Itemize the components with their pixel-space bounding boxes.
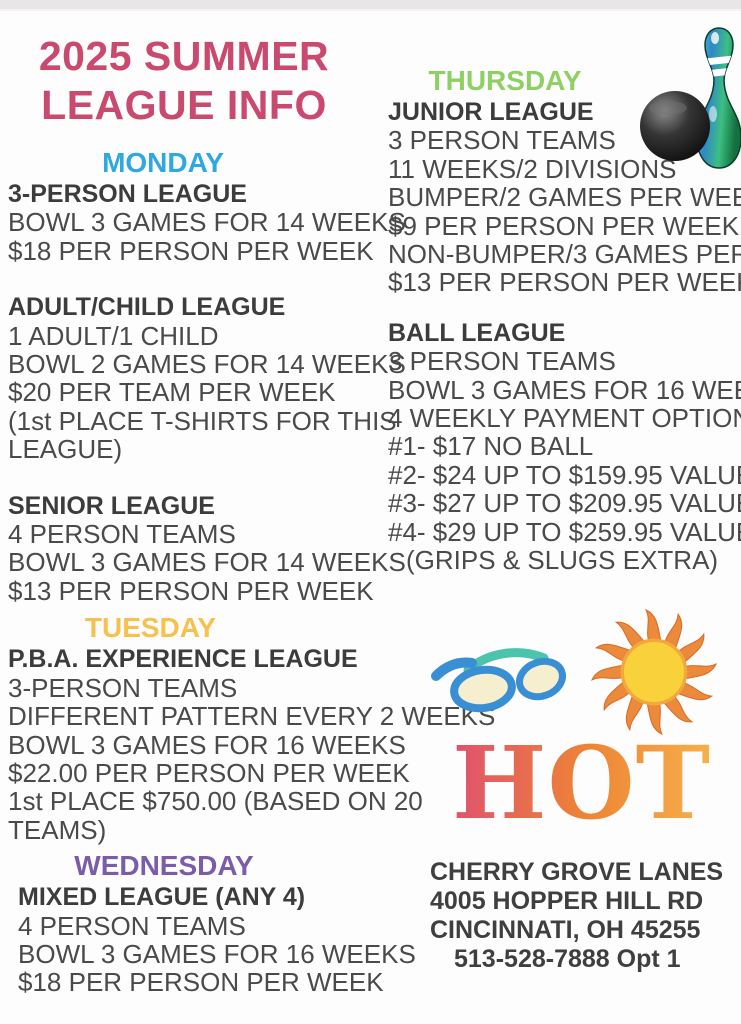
league-detail-line: $13 PER PERSON PER WEEK xyxy=(8,575,374,606)
day-header-thursday: THURSDAY xyxy=(428,65,582,96)
league-pba-experience: P.B.A. EXPERIENCE LEAGUE 3-PERSON TEAMS … xyxy=(8,645,496,845)
league-ball: BALL LEAGUE 3 PERSON TEAMS BOWL 3 GAMES … xyxy=(388,319,741,575)
league-name: P.B.A. EXPERIENCE LEAGUE xyxy=(8,645,358,674)
league-detail-line: BOWL 3 GAMES FOR 16 WEEKS xyxy=(388,374,741,405)
league-name: SENIOR LEAGUE xyxy=(8,491,215,520)
league-detail-line: 3 PERSON TEAMS xyxy=(388,125,616,156)
venue-phone: 513-528-7888 Opt 1 xyxy=(454,945,681,973)
bowling-ball-pin-graphic xyxy=(640,27,741,169)
day-header-monday: MONDAY xyxy=(102,147,224,178)
league-detail-line: BOWL 3 GAMES FOR 16 WEEKS xyxy=(18,938,416,969)
title-line-1: 2025 SUMMER xyxy=(38,33,330,79)
venue-address-line-1: 4005 HOPPER HILL RD xyxy=(430,887,704,915)
league-detail-line: TEAMS) xyxy=(8,814,107,845)
league-detail-line: NON-BUMPER/3 GAMES PER WEEK xyxy=(388,239,741,270)
league-detail-line: $13 PER PERSON PER WEEK xyxy=(388,267,741,298)
hot-text: HOT xyxy=(452,724,712,842)
league-detail-line: #3- $27 UP TO $209.95 VALUE xyxy=(388,488,741,519)
league-detail-line: 4 PERSON TEAMS xyxy=(18,910,246,941)
league-detail-line: 4 PERSON TEAMS xyxy=(8,519,236,550)
league-detail-line: #1- $17 NO BALL xyxy=(388,431,594,462)
league-detail-line: 3 PERSON TEAMS xyxy=(388,346,616,377)
bowling-ball-icon xyxy=(640,91,710,161)
sunglasses-icon xyxy=(431,648,566,713)
league-detail-line: 1 ADULT/1 CHILD xyxy=(8,320,219,351)
venue-name: CHERRY GROVE LANES xyxy=(430,858,724,886)
league-adult-child: ADULT/CHILD LEAGUE 1 ADULT/1 CHILD BOWL … xyxy=(8,293,406,465)
sun-icon xyxy=(591,609,717,735)
league-detail-line: $20 PER TEAM PER WEEK xyxy=(8,377,336,408)
league-detail-line: #2- $24 UP TO $159.95 VALUE xyxy=(388,459,741,490)
league-name: JUNIOR LEAGUE xyxy=(388,98,594,126)
league-name: BALL LEAGUE xyxy=(388,318,566,347)
league-detail-line: 3-PERSON TEAMS xyxy=(8,672,238,703)
league-senior: SENIOR LEAGUE 4 PERSON TEAMS BOWL 3 GAME… xyxy=(8,491,406,606)
page-title: 2025 SUMMER LEAGUE INFO xyxy=(8,32,360,130)
league-detail-line: 11 WEEKS/2 DIVISIONS xyxy=(388,153,677,184)
title-line-2: LEAGUE INFO xyxy=(41,82,327,128)
venue-address-line-2: CINCINNATI, OH 45255 xyxy=(430,916,701,944)
league-detail-line: LEAGUE) xyxy=(8,434,123,465)
league-detail-line: $9 PER PERSON PER WEEK xyxy=(388,210,740,241)
league-detail-line: $18 PER PERSON PER WEEK xyxy=(8,235,374,266)
league-junior: JUNIOR LEAGUE 3 PERSON TEAMS 11 WEEKS/2 … xyxy=(388,98,741,297)
league-detail-line: (1st PLACE T-SHIRTS FOR THIS xyxy=(8,405,397,436)
league-name: 3-PERSON LEAGUE xyxy=(8,180,247,208)
league-name: MIXED LEAGUE (ANY 4) xyxy=(18,883,306,912)
league-detail-line: BUMPER/2 GAMES PER WEEK xyxy=(388,182,741,213)
league-detail-line: $18 PER PERSON PER WEEK xyxy=(18,967,384,998)
left-column: 2025 SUMMER LEAGUE INFO MONDAY 3-PERSON … xyxy=(8,32,496,998)
league-detail-line: $22.00 PER PERSON PER WEEK xyxy=(8,757,410,788)
league-mixed: MIXED LEAGUE (ANY 4) 4 PERSON TEAMS BOWL… xyxy=(18,883,416,998)
right-column: THURSDAY JUNIOR LEAGUE 3 PERSON TEAMS 11… xyxy=(388,64,741,575)
league-detail-line: BOWL 3 GAMES FOR 14 WEEKS xyxy=(8,547,406,578)
league-detail-line: DIFFERENT PATTERN EVERY 2 WEEKS xyxy=(8,701,496,732)
day-header-wednesday: WEDNESDAY xyxy=(74,850,254,882)
league-name: ADULT/CHILD LEAGUE xyxy=(8,293,286,322)
league-detail-line: 4 WEEKLY PAYMENT OPTIONS xyxy=(388,403,741,434)
league-detail-line: BOWL 3 GAMES FOR 14 WEEKS xyxy=(8,207,406,238)
league-detail-line: (GRIPS & SLUGS EXTRA) xyxy=(406,545,719,576)
scan-top-bar xyxy=(0,0,741,11)
league-detail-line: BOWL 3 GAMES FOR 16 WEEKS xyxy=(8,729,406,760)
league-detail-line: #4- $29 UP TO $259.95 VALUE xyxy=(388,516,741,547)
day-header-tuesday: TUESDAY xyxy=(84,612,217,644)
league-detail-line: BOWL 2 GAMES FOR 14 WEEKS xyxy=(8,349,406,380)
contact-block: CHERRY GROVE LANES 4005 HOPPER HILL RD C… xyxy=(430,858,723,974)
league-3-person: 3-PERSON LEAGUE BOWL 3 GAMES FOR 14 WEEK… xyxy=(8,180,406,266)
league-detail-line: 1st PLACE $750.00 (BASED ON 20 xyxy=(8,786,423,817)
